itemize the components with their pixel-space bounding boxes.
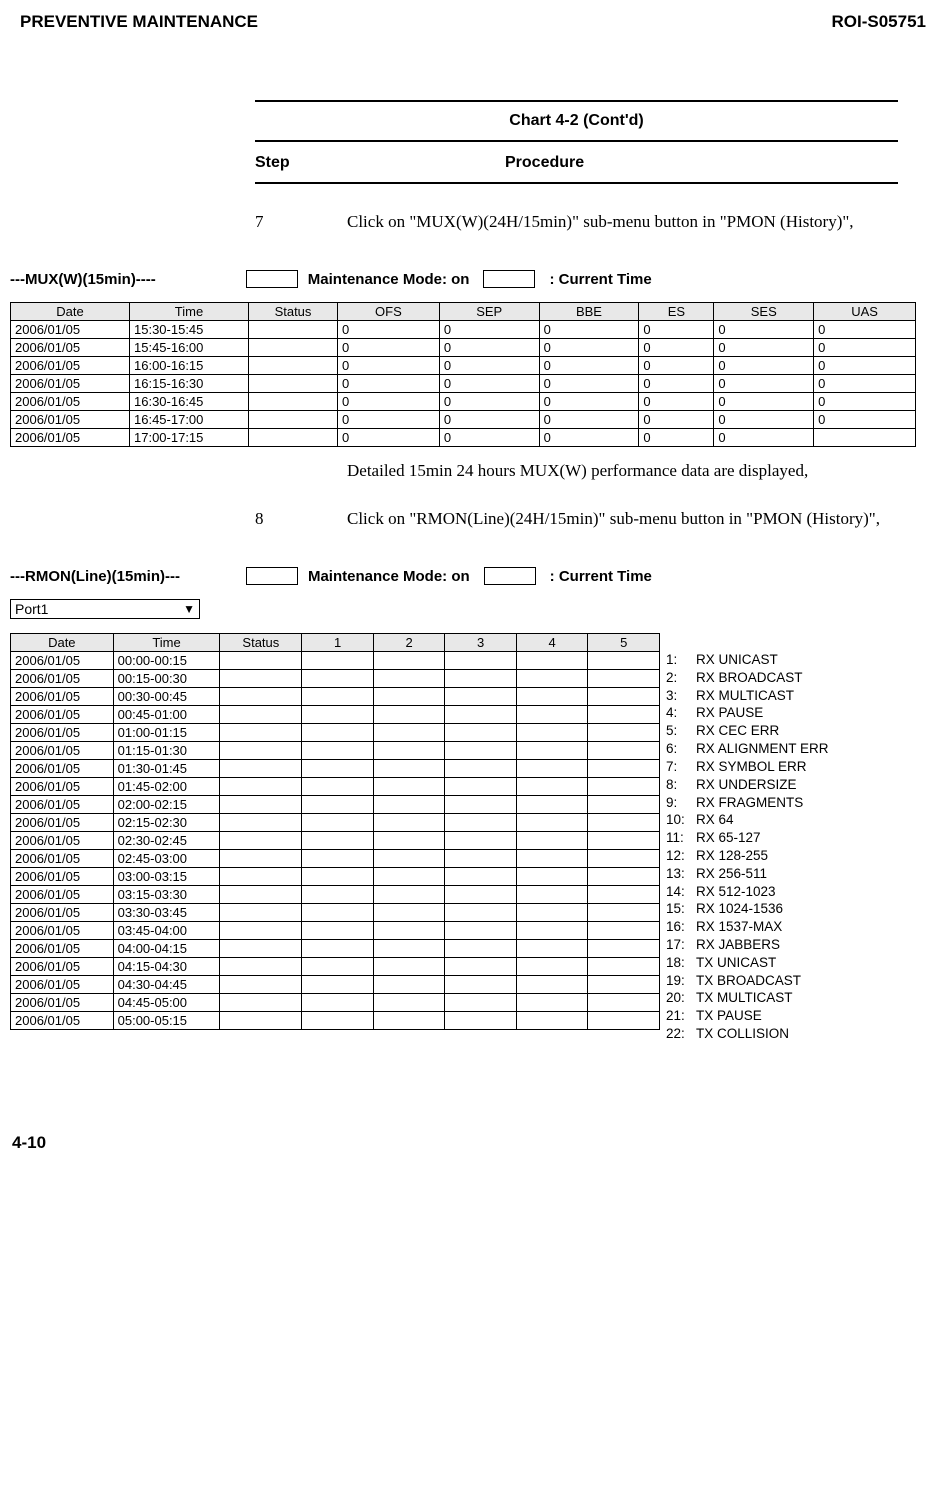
rmon-col-header: 3: [445, 634, 517, 652]
legend-item: 2:RX BROADCAST: [666, 669, 829, 687]
legend-item: 17:RX JABBERS: [666, 936, 829, 954]
table-row: 2006/01/0515:30-15:45000000: [11, 321, 916, 339]
mux-col-header: SEP: [439, 303, 539, 321]
legend-item: 1:RX UNICAST: [666, 651, 829, 669]
table-row: 2006/01/0504:45-05:00: [11, 994, 660, 1012]
legend-item: 20:TX MULTICAST: [666, 989, 829, 1007]
mux-col-header: Time: [130, 303, 249, 321]
time-box-icon: [483, 270, 535, 288]
table-row: 2006/01/0517:00-17:1500000: [11, 429, 916, 447]
step8-number: 8: [255, 509, 347, 529]
legend-item: 12:RX 128-255: [666, 847, 829, 865]
mux-col-header: BBE: [539, 303, 639, 321]
table-row: 2006/01/0504:15-04:30: [11, 958, 660, 976]
legend-item: 14:RX 512-1023: [666, 883, 829, 901]
rmon-col-header: 5: [588, 634, 660, 652]
table-row: 2006/01/0500:00-00:15: [11, 652, 660, 670]
legend-item: 11:RX 65-127: [666, 829, 829, 847]
rmon-section-title: ---RMON(Line)(15min)---: [10, 568, 180, 585]
mux-table: DateTimeStatusOFSSEPBBEESSESUAS 2006/01/…: [10, 302, 916, 447]
legend-item: 9:RX FRAGMENTS: [666, 794, 829, 812]
table-row: 2006/01/0503:45-04:00: [11, 922, 660, 940]
rmon-col-header: 4: [516, 634, 588, 652]
legend-item: 10:RX 64: [666, 811, 829, 829]
table-row: 2006/01/0500:45-01:00: [11, 706, 660, 724]
table-row: 2006/01/0516:00-16:15000000: [11, 357, 916, 375]
step7-number: 7: [255, 212, 347, 232]
mode-label: Maintenance Mode: on: [308, 271, 470, 288]
table-row: 2006/01/0501:00-01:15: [11, 724, 660, 742]
rmon-col-header: Date: [11, 634, 114, 652]
chart-title: Chart 4-2 (Cont'd): [255, 102, 898, 140]
port-select[interactable]: Port1 ▼: [10, 599, 200, 619]
procedure-header: Procedure: [505, 154, 584, 172]
table-row: 2006/01/0502:45-03:00: [11, 850, 660, 868]
header-left: PREVENTIVE MAINTENANCE: [20, 12, 258, 32]
mux-col-header: Date: [11, 303, 130, 321]
rmon-legend: 1:RX UNICAST2:RX BROADCAST3:RX MULTICAST…: [666, 651, 829, 1043]
table-row: 2006/01/0502:00-02:15: [11, 796, 660, 814]
table-row: 2006/01/0503:00-03:15: [11, 868, 660, 886]
mux-col-header: SES: [714, 303, 814, 321]
legend-item: 6:RX ALIGNMENT ERR: [666, 740, 829, 758]
time-label: : Current Time: [550, 568, 652, 585]
mux-section-title: ---MUX(W)(15min)----: [10, 271, 156, 288]
divider: [255, 182, 898, 184]
step7-text: Click on "MUX(W)(24H/15min)" sub-menu bu…: [347, 212, 898, 232]
rmon-col-header: 1: [302, 634, 374, 652]
table-row: 2006/01/0504:00-04:15: [11, 940, 660, 958]
table-row: 2006/01/0516:30-16:45000000: [11, 393, 916, 411]
table-row: 2006/01/0503:15-03:30: [11, 886, 660, 904]
table-row: 2006/01/0504:30-04:45: [11, 976, 660, 994]
legend-item: 21:TX PAUSE: [666, 1007, 829, 1025]
rmon-col-header: 2: [373, 634, 445, 652]
legend-item: 13:RX 256-511: [666, 865, 829, 883]
rmon-table: DateTimeStatus12345 2006/01/0500:00-00:1…: [10, 633, 660, 1030]
table-row: 2006/01/0500:15-00:30: [11, 670, 660, 688]
mode-box-icon: [246, 567, 298, 585]
legend-item: 8:RX UNDERSIZE: [666, 776, 829, 794]
table-row: 2006/01/0516:45-17:00000000: [11, 411, 916, 429]
time-label: : Current Time: [549, 271, 651, 288]
legend-item: 4:RX PAUSE: [666, 704, 829, 722]
legend-item: 18:TX UNICAST: [666, 954, 829, 972]
table-row: 2006/01/0503:30-03:45: [11, 904, 660, 922]
table-row: 2006/01/0502:30-02:45: [11, 832, 660, 850]
table-row: 2006/01/0501:30-01:45: [11, 760, 660, 778]
legend-item: 15:RX 1024-1536: [666, 900, 829, 918]
step8-text: Click on "RMON(Line)(24H/15min)" sub-men…: [347, 509, 898, 529]
header-right: ROI-S05751: [832, 12, 927, 32]
legend-item: 3:RX MULTICAST: [666, 687, 829, 705]
step-header: Step: [255, 154, 505, 172]
time-box-icon: [484, 567, 536, 585]
rmon-col-header: Status: [220, 634, 302, 652]
table-row: 2006/01/0502:15-02:30: [11, 814, 660, 832]
mux-col-header: UAS: [814, 303, 916, 321]
table-row: 2006/01/0505:00-05:15: [11, 1012, 660, 1030]
legend-item: 5:RX CEC ERR: [666, 722, 829, 740]
rmon-col-header: Time: [113, 634, 220, 652]
legend-item: 22:TX COLLISION: [666, 1025, 829, 1043]
chevron-down-icon: ▼: [183, 602, 195, 616]
legend-item: 16:RX 1537-MAX: [666, 918, 829, 936]
mux-col-header: OFS: [338, 303, 440, 321]
mux-detail-text: Detailed 15min 24 hours MUX(W) performan…: [347, 461, 898, 481]
table-row: 2006/01/0500:30-00:45: [11, 688, 660, 706]
table-row: 2006/01/0501:15-01:30: [11, 742, 660, 760]
page-number: 4-10: [12, 1133, 926, 1153]
port-select-value: Port1: [15, 601, 48, 617]
mode-box-icon: [246, 270, 298, 288]
mode-label: Maintenance Mode: on: [308, 568, 470, 585]
legend-item: 7:RX SYMBOL ERR: [666, 758, 829, 776]
table-row: 2006/01/0515:45-16:00000000: [11, 339, 916, 357]
table-row: 2006/01/0516:15-16:30000000: [11, 375, 916, 393]
mux-col-header: ES: [639, 303, 714, 321]
table-row: 2006/01/0501:45-02:00: [11, 778, 660, 796]
legend-item: 19:TX BROADCAST: [666, 972, 829, 990]
mux-col-header: Status: [249, 303, 338, 321]
